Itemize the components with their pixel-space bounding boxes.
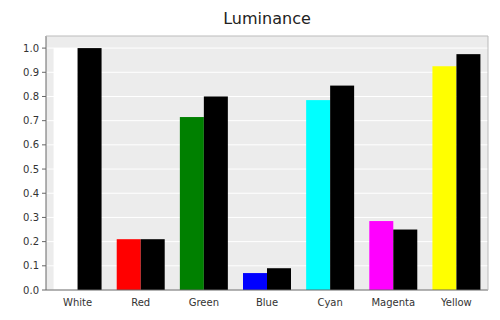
bar <box>54 48 78 290</box>
bar <box>78 48 102 290</box>
bar <box>141 239 165 290</box>
y-tick <box>42 217 46 218</box>
grid-line <box>46 169 488 170</box>
y-tick-label: 0.5 <box>23 164 39 175</box>
y-tick <box>42 48 46 49</box>
y-tick <box>42 144 46 145</box>
grid-line <box>46 48 488 49</box>
x-axis <box>46 290 488 291</box>
y-axis <box>46 36 47 290</box>
grid-line <box>46 193 488 194</box>
bar <box>180 117 204 290</box>
x-tick-label: Magenta <box>371 297 415 308</box>
grid-line <box>46 241 488 242</box>
y-tick-label: 0.3 <box>23 212 39 223</box>
y-tick-label: 0.8 <box>23 91 39 102</box>
grid-line <box>46 96 488 97</box>
y-tick-label: 0.4 <box>23 188 39 199</box>
y-tick-label: 0.2 <box>23 236 39 247</box>
y-tick-label: 0.1 <box>23 260 39 271</box>
grid-line <box>46 120 488 121</box>
grid-line <box>46 144 488 145</box>
y-tick <box>42 169 46 170</box>
y-tick-label: 0.6 <box>23 139 39 150</box>
grid-line <box>46 72 488 73</box>
x-tick-label: White <box>63 297 92 308</box>
bar <box>456 54 480 290</box>
grid-line <box>46 217 488 218</box>
y-tick <box>42 72 46 73</box>
y-tick <box>42 96 46 97</box>
bar <box>243 273 267 290</box>
x-tick-label: Blue <box>256 297 278 308</box>
bar <box>393 230 417 290</box>
y-tick <box>42 290 46 291</box>
x-tick-label: Cyan <box>317 297 342 308</box>
bar <box>330 86 354 290</box>
bars <box>54 48 481 290</box>
bar <box>204 96 228 290</box>
bar <box>117 239 141 290</box>
title: Luminance <box>223 9 311 28</box>
y-tick-label: 0.0 <box>23 285 39 296</box>
y-tick <box>42 241 46 242</box>
grid-line <box>46 290 488 291</box>
frame-right <box>488 36 489 290</box>
bar <box>267 268 291 290</box>
x-tick-label: Yellow <box>440 297 472 308</box>
bar <box>369 221 393 290</box>
plot-area <box>46 36 488 290</box>
grid-line <box>46 265 488 266</box>
y-tick-label: 0.7 <box>23 115 39 126</box>
y-tick-label: 0.9 <box>23 67 39 78</box>
y-tick-label: 1.0 <box>23 43 39 54</box>
bar <box>432 66 456 290</box>
chart: Luminance 0.0 0.1 0.2 0.3 0.4 0.5 0.6 0.7 0.8 0.9 1… <box>0 0 500 320</box>
y-tick <box>42 120 46 121</box>
frame-top <box>46 36 488 37</box>
y-tick <box>42 265 46 266</box>
x-tick-label: Red <box>131 297 150 308</box>
y-tick <box>42 193 46 194</box>
bar <box>306 100 330 290</box>
x-tick-label: Green <box>189 297 219 308</box>
